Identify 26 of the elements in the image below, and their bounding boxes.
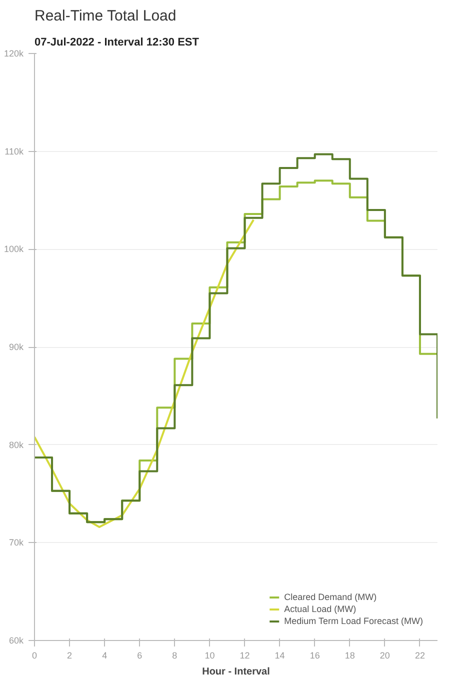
x-tick-label: 18 xyxy=(344,650,355,660)
x-tick-label: 10 xyxy=(204,650,215,660)
x-tick-label: 14 xyxy=(274,650,285,660)
x-tick-label: 16 xyxy=(310,650,320,660)
line-series xyxy=(34,218,255,528)
legend-label: Actual Load (MW) xyxy=(284,604,356,614)
x-tick-label: 8 xyxy=(172,650,178,660)
legend-label: Medium Term Load Forecast (MW) xyxy=(284,616,423,626)
chart-title: Real-Time Total Load xyxy=(34,8,176,24)
x-tick-label: 20 xyxy=(380,650,390,660)
x-tick-label: 0 xyxy=(32,650,38,660)
y-tick-label: 110k xyxy=(4,146,24,156)
y-tick-label: 80k xyxy=(8,440,24,450)
x-tick-label: 4 xyxy=(102,650,108,660)
x-tick-label: 12 xyxy=(240,650,250,660)
y-tick-label: 100k xyxy=(4,244,24,254)
x-axis-title: Hour - Interval xyxy=(202,666,270,678)
x-tick-label: 2 xyxy=(67,650,72,660)
x-tick-label: 6 xyxy=(137,650,142,660)
y-tick-label: 60k xyxy=(8,636,24,646)
y-tick-label: 70k xyxy=(8,538,24,548)
y-tick-label: 90k xyxy=(8,342,24,352)
chart-subtitle: 07-Jul-2022 - Interval 12:30 EST xyxy=(34,36,200,48)
x-tick-label: 22 xyxy=(414,650,425,660)
legend-label: Cleared Demand (MW) xyxy=(284,592,377,602)
y-tick-label: 120k xyxy=(4,48,24,58)
